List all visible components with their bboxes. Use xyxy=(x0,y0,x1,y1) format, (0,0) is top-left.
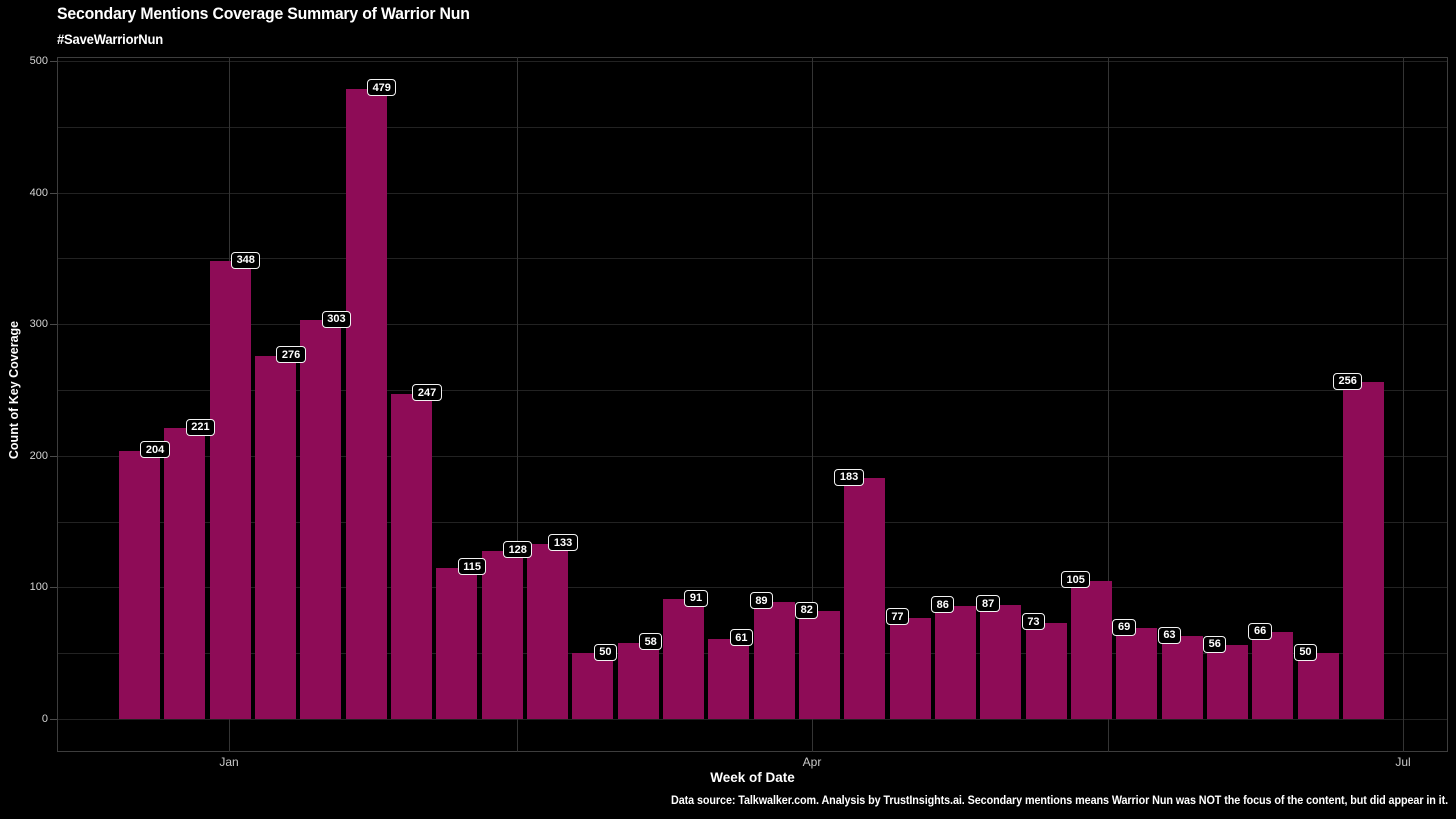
bar[interactable] xyxy=(844,478,886,719)
y-axis-tick xyxy=(50,455,57,457)
v-gridline xyxy=(517,57,518,752)
h-gridline xyxy=(58,587,1447,589)
bar[interactable] xyxy=(526,543,568,719)
bar-value-label: 86 xyxy=(931,596,955,614)
y-axis-tick xyxy=(50,324,57,326)
bar[interactable] xyxy=(1252,632,1294,719)
bar-value-label: 73 xyxy=(1021,613,1046,631)
bar[interactable] xyxy=(1025,622,1067,719)
h-gridline xyxy=(58,653,1447,655)
bar-value-label: 50 xyxy=(593,643,617,661)
y-tick-label: 300 xyxy=(29,318,48,331)
bar-value-label: 77 xyxy=(885,608,910,626)
bar[interactable] xyxy=(481,550,523,719)
bar-value-label: 61 xyxy=(729,629,753,647)
bar-value-label: 66 xyxy=(1248,622,1272,640)
y-axis-tick xyxy=(50,587,57,589)
h-gridline xyxy=(58,126,1447,128)
h-gridline xyxy=(58,324,1447,326)
bar[interactable] xyxy=(934,605,976,719)
v-gridline xyxy=(812,57,813,752)
bar[interactable] xyxy=(300,320,342,719)
bar[interactable] xyxy=(209,261,251,719)
y-axis-tick xyxy=(50,61,57,62)
bar-value-label: 221 xyxy=(185,418,216,436)
y-axis-tick xyxy=(50,719,57,720)
y-axis-title: Count of Key Coverage xyxy=(7,320,21,460)
y-axis-tick xyxy=(50,192,57,194)
bar[interactable] xyxy=(1206,645,1248,719)
h-gridline xyxy=(58,61,1447,62)
bar-value-label: 479 xyxy=(367,79,397,97)
bar-value-label: 89 xyxy=(749,592,774,610)
plot-area xyxy=(57,57,1448,752)
bar[interactable] xyxy=(1070,580,1112,719)
bar[interactable] xyxy=(798,611,840,719)
bar-value-label: 69 xyxy=(1112,618,1136,636)
bar-value-label: 303 xyxy=(321,310,352,328)
bar[interactable] xyxy=(164,428,206,719)
bar[interactable] xyxy=(980,604,1022,719)
bar[interactable] xyxy=(1342,382,1384,719)
bar[interactable] xyxy=(1161,636,1203,719)
y-tick-label: 200 xyxy=(29,449,48,462)
x-tick-label: Jan xyxy=(219,755,239,769)
bar[interactable] xyxy=(345,88,387,719)
bar[interactable] xyxy=(572,653,614,719)
bar[interactable] xyxy=(662,599,704,719)
bar-value-label: 133 xyxy=(548,534,578,552)
x-axis-title: Week of Date xyxy=(710,770,795,785)
bar-value-label: 58 xyxy=(639,633,663,651)
bar-value-label: 256 xyxy=(1333,372,1363,390)
chart-title: Secondary Mentions Coverage Summary of W… xyxy=(57,4,470,23)
bar-value-label: 87 xyxy=(976,595,1000,612)
bar-value-label: 247 xyxy=(412,384,442,402)
bar-value-label: 82 xyxy=(795,601,819,619)
bar-value-label: 276 xyxy=(276,346,306,364)
bar-value-label: 204 xyxy=(140,441,170,459)
h-gridline xyxy=(58,455,1447,457)
bar[interactable] xyxy=(118,450,160,719)
y-tick-label: 0 xyxy=(41,713,48,725)
bar-value-label: 105 xyxy=(1061,571,1091,589)
bar[interactable] xyxy=(254,355,296,719)
chart-subtitle: #SaveWarriorNun xyxy=(57,31,163,47)
bar-value-label: 128 xyxy=(503,541,533,559)
bar[interactable] xyxy=(753,601,795,719)
bar[interactable] xyxy=(617,642,659,719)
footer-caption: Data source: Talkwalker.com. Analysis by… xyxy=(671,793,1448,807)
bar[interactable] xyxy=(436,567,478,719)
bar[interactable] xyxy=(390,393,432,719)
bar-value-label: 348 xyxy=(231,251,261,269)
bar[interactable] xyxy=(1297,653,1339,719)
x-tick-label: Jul xyxy=(1395,755,1411,769)
y-tick-label: 400 xyxy=(29,186,48,199)
y-tick-label: 500 xyxy=(29,55,48,67)
bar-value-label: 91 xyxy=(684,589,708,607)
h-gridline xyxy=(58,719,1447,720)
h-gridline xyxy=(58,521,1447,523)
bar-value-label: 183 xyxy=(834,468,864,486)
bar-value-label: 50 xyxy=(1293,643,1318,661)
h-gridline xyxy=(58,390,1447,391)
bar-value-label: 115 xyxy=(457,558,487,576)
h-gridline xyxy=(58,258,1447,260)
bar[interactable] xyxy=(708,638,750,719)
v-gridline xyxy=(1108,57,1109,752)
y-tick-label: 100 xyxy=(29,581,48,594)
h-gridline xyxy=(58,192,1447,194)
bar[interactable] xyxy=(889,617,931,719)
v-gridline xyxy=(1403,57,1404,752)
x-tick-label: Apr xyxy=(802,755,822,769)
bar[interactable] xyxy=(1116,628,1158,719)
bar-value-label: 56 xyxy=(1203,635,1227,653)
bar-value-label: 63 xyxy=(1157,626,1182,644)
